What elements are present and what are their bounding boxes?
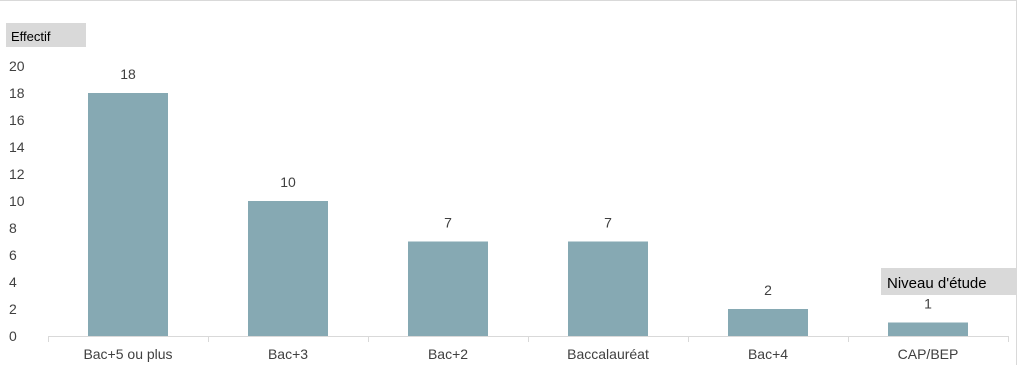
y-tick-label: 4 — [9, 274, 17, 290]
data-label: 18 — [120, 66, 136, 82]
bar — [888, 322, 968, 336]
bar — [88, 93, 168, 336]
bar — [728, 309, 808, 336]
data-labels: 18 10 7 7 2 1 — [120, 66, 932, 312]
x-axis — [48, 336, 1009, 342]
y-tick-label: 6 — [9, 247, 17, 263]
y-axis-title-group: Effectif — [6, 23, 86, 47]
category-label: Baccalauréat — [567, 346, 649, 362]
data-label: 1 — [924, 296, 932, 312]
y-axis-ticks: 0 2 4 6 8 10 12 14 16 18 20 — [9, 58, 25, 344]
x-axis-title-group: Niveau d'étude — [881, 268, 1017, 295]
data-label: 7 — [444, 215, 452, 231]
y-tick-label: 12 — [9, 166, 25, 182]
y-tick-label: 8 — [9, 220, 17, 236]
data-label: 7 — [604, 215, 612, 231]
data-label: 10 — [280, 174, 296, 190]
y-tick-label: 16 — [9, 112, 25, 128]
category-labels: Bac+5 ou plus Bac+3 Bac+2 Baccalauréat Bac+4… — [83, 346, 958, 362]
category-label: Bac+4 — [748, 346, 788, 362]
data-label: 2 — [764, 282, 772, 298]
x-axis-title: Niveau d'étude — [887, 275, 987, 292]
y-tick-label: 10 — [9, 193, 25, 209]
x-axis-title-background — [881, 268, 1017, 295]
category-label: Bac+2 — [428, 346, 468, 362]
y-axis-title-background — [6, 23, 86, 47]
bar — [568, 241, 648, 336]
bar — [408, 241, 488, 336]
bars — [88, 93, 968, 336]
category-label: CAP/BEP — [898, 346, 959, 362]
y-tick-label: 0 — [9, 328, 17, 344]
y-axis-title: Effectif — [11, 29, 51, 44]
category-label: Bac+5 ou plus — [83, 346, 172, 362]
y-tick-label: 20 — [9, 58, 25, 74]
y-tick-label: 18 — [9, 85, 25, 101]
y-tick-label: 2 — [9, 301, 17, 317]
y-tick-label: 14 — [9, 139, 25, 155]
category-label: Bac+3 — [268, 346, 308, 362]
bar — [248, 201, 328, 336]
